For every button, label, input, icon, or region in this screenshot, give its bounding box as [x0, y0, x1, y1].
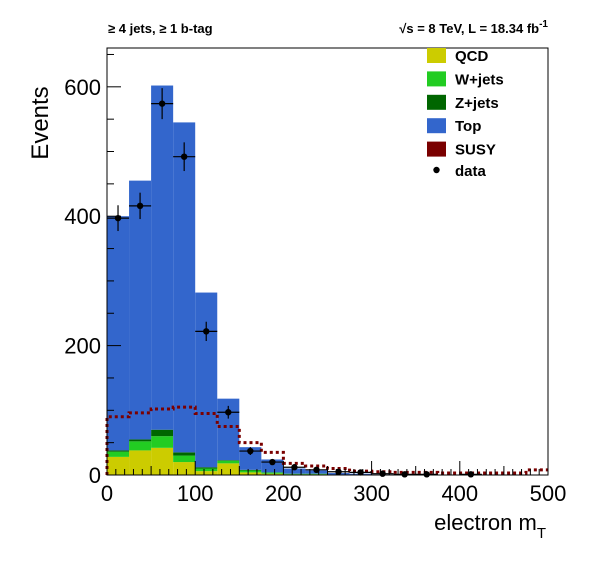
data-point-2 — [151, 88, 174, 120]
legend-label-top: Top — [455, 118, 481, 135]
legend-entry-w-jets: W+jets — [427, 71, 504, 88]
y-axis-label: Events — [27, 86, 54, 159]
legend-swatch-w-jets — [427, 71, 446, 87]
x-axis-label-subscript: T — [537, 525, 546, 542]
legend-marker-data — [433, 166, 440, 174]
legend-entry-top: Top — [427, 118, 481, 135]
x-tick-label-300: 300 — [353, 481, 390, 506]
legend-swatch-qcd — [427, 48, 446, 63]
bar-top-3 — [173, 122, 196, 453]
bar-top-1 — [129, 180, 152, 440]
x-tick-label-500: 500 — [530, 481, 567, 506]
data-point-11 — [349, 469, 372, 476]
bar-z-jets-3 — [173, 452, 196, 456]
y-tick-label-0: 0 — [89, 463, 101, 488]
sqrt-s-symbol: √s — [399, 21, 413, 36]
bar-qcd-5 — [217, 463, 240, 475]
plot-area — [105, 85, 548, 478]
x-tick-label-100: 100 — [177, 481, 214, 506]
x-axis-label: electron mT — [434, 510, 546, 542]
bar-qcd-6 — [239, 472, 262, 475]
data-point-1 — [129, 192, 152, 220]
y-tick-label-600: 600 — [64, 75, 101, 100]
legend-label-data: data — [455, 163, 487, 180]
bar-top-4 — [195, 292, 218, 468]
bar-top-7 — [261, 459, 284, 473]
bar-w-jets-6 — [239, 470, 262, 473]
bar-z-jets-4 — [195, 467, 218, 469]
bar-top-8 — [283, 468, 306, 474]
x-axis-label-main: electron m — [434, 510, 537, 535]
bar-qcd-3 — [173, 462, 196, 475]
data-point-13 — [393, 471, 416, 478]
bar-top-2 — [151, 85, 174, 430]
data-point-10 — [327, 468, 350, 475]
susy-signal-line — [105, 405, 548, 475]
bar-w-jets-9 — [305, 473, 328, 475]
legend-entry-qcd: QCD — [427, 48, 489, 65]
bar-w-jets-8 — [283, 473, 306, 475]
bar-top-6 — [239, 447, 262, 470]
bar-qcd-2 — [151, 447, 174, 475]
data-point-7 — [261, 458, 284, 466]
bar-z-jets-1 — [129, 439, 152, 442]
header-left-label: ≥ 4 jets, ≥ 1 b-tag — [108, 21, 213, 36]
header-right-label: √s = 8 TeV, L = 18.34 fb-1 — [399, 19, 548, 36]
bar-w-jets-3 — [173, 455, 196, 463]
data-point-5 — [217, 405, 240, 419]
bar-w-jets-7 — [261, 472, 284, 474]
bar-w-jets-0 — [107, 451, 130, 457]
data-point-9 — [305, 466, 328, 474]
bar-qcd-0 — [107, 456, 130, 475]
data-point-4 — [195, 321, 218, 342]
legend-swatch-susy — [427, 141, 446, 157]
legend-swatch-z-jets — [427, 94, 446, 110]
legend-label-qcd: QCD — [455, 48, 489, 65]
bar-qcd-1 — [129, 450, 152, 475]
bar-z-jets-5 — [217, 460, 240, 461]
bar-qcd-7 — [261, 473, 284, 475]
x-tick-label-400: 400 — [441, 481, 478, 506]
legend: QCD W+jets Z+jets Top SUSY data — [427, 48, 504, 180]
bar-w-jets-4 — [195, 468, 218, 472]
x-axis-ticks: 0 100 200 300 400 500 — [101, 461, 566, 506]
legend-label-w-jets: W+jets — [455, 71, 504, 88]
y-axis-ticks: 0 200 400 600 — [64, 53, 121, 488]
bar-w-jets-1 — [129, 441, 152, 451]
legend-entry-z-jets: Z+jets — [427, 94, 499, 112]
x-tick-label-0: 0 — [101, 481, 113, 506]
data-point-6 — [239, 447, 262, 455]
legend-entry-data: data — [433, 163, 487, 180]
bar-top-0 — [107, 216, 130, 451]
bar-qcd-4 — [195, 471, 218, 475]
energy-lumi-text: = 8 TeV, L = 18.34 fb — [414, 21, 540, 36]
bar-z-jets-6 — [239, 469, 262, 471]
y-tick-label-400: 400 — [64, 204, 101, 229]
data-point-8 — [283, 464, 306, 471]
data-point-14 — [415, 471, 438, 478]
x-tick-label-200: 200 — [265, 481, 302, 506]
bar-top-5 — [217, 398, 240, 461]
legend-entry-susy: SUSY — [427, 141, 496, 159]
legend-label-z-jets: Z+jets — [455, 95, 499, 112]
bar-w-jets-2 — [151, 436, 174, 448]
bar-z-jets-0 — [107, 450, 130, 452]
legend-swatch-top — [427, 118, 446, 134]
legend-label-susy: SUSY — [455, 142, 496, 159]
lumi-unit-exponent: -1 — [539, 19, 548, 30]
data-point-3 — [173, 142, 196, 172]
bar-w-jets-5 — [217, 460, 240, 464]
y-tick-label-200: 200 — [64, 334, 101, 359]
bar-z-jets-2 — [151, 429, 174, 437]
